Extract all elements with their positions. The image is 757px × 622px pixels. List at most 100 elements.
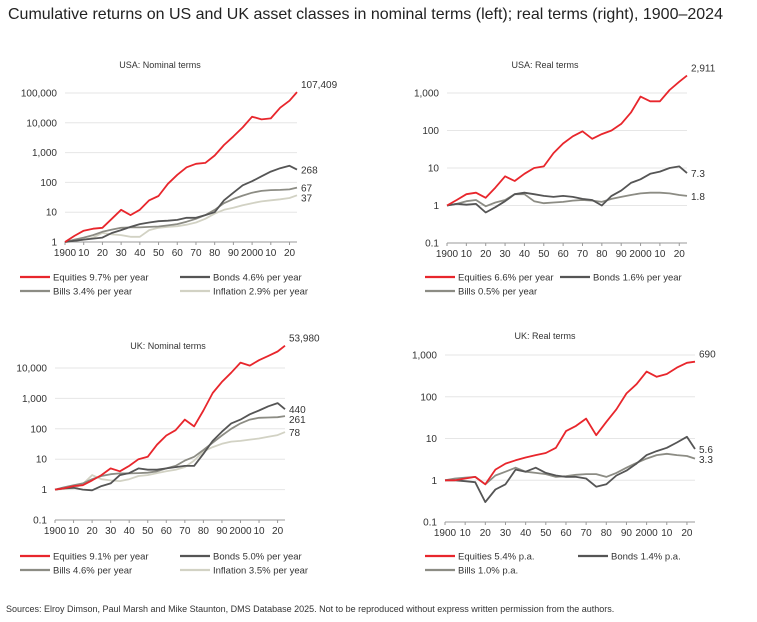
legend-item: Equities 5.4% p.a. <box>425 552 535 563</box>
legend-label: Bonds 5.0% per year <box>213 552 302 563</box>
legend-item: Equities 9.7% per year <box>20 273 149 284</box>
x-tick-label: 30 <box>116 248 128 259</box>
x-tick-label: 30 <box>500 528 512 539</box>
chart-title: UK: Nominal terms <box>130 341 206 351</box>
legend-label: Bonds 1.6% per year <box>593 273 682 284</box>
x-tick-label: 90 <box>228 248 240 259</box>
end-value-label: 78 <box>289 428 301 439</box>
y-tick-label: 0.1 <box>425 239 439 250</box>
legend-label: Equities 9.1% per year <box>53 552 149 563</box>
series-line-bonds <box>445 435 696 504</box>
legend-item: Bonds 4.6% per year <box>180 273 302 284</box>
end-value-label: 261 <box>289 415 306 426</box>
series-line-equities <box>445 360 696 486</box>
x-tick-label: 10 <box>661 528 673 539</box>
series-line-equities <box>446 74 688 207</box>
y-tick-label: 1 <box>51 238 57 249</box>
x-tick-label: 10 <box>78 248 90 259</box>
legend-item: Bills 0.5% per year <box>425 287 537 298</box>
x-tick-label: 20 <box>272 526 284 537</box>
series-line-inflation <box>64 194 298 243</box>
series-line-bonds <box>446 165 688 214</box>
x-tick-label: 50 <box>142 526 154 537</box>
end-value-label: 3.3 <box>699 455 713 466</box>
end-value-label: 690 <box>699 350 716 361</box>
x-tick-label: 20 <box>681 528 693 539</box>
x-tick-label: 50 <box>538 249 550 260</box>
y-tick-label: 10 <box>428 164 440 175</box>
end-value-label: 67 <box>301 184 313 195</box>
y-tick-label: 10,000 <box>16 364 47 375</box>
x-tick-label: 2000 <box>229 526 252 537</box>
y-tick-label: 1 <box>41 485 47 496</box>
legend-item: Bonds 1.6% per year <box>560 273 682 284</box>
y-tick-label: 100,000 <box>21 89 58 100</box>
y-tick-label: 0.1 <box>423 518 437 529</box>
series-line-bills <box>64 186 298 243</box>
x-tick-label: 60 <box>161 526 173 537</box>
legend-item: Bills 4.6% per year <box>20 566 132 577</box>
end-value-label: 53,980 <box>289 334 320 345</box>
series-line-bills <box>446 191 688 208</box>
y-tick-label: 100 <box>30 424 47 435</box>
chart-panel: USA: Nominal terms 1 10 100 1,000 10,000 100,0… <box>20 60 338 298</box>
x-tick-label: 10 <box>68 526 80 537</box>
x-tick-label: 60 <box>172 248 184 259</box>
series-line-equities <box>64 91 298 243</box>
x-tick-label: 1900 <box>436 249 459 260</box>
x-tick-label: 40 <box>519 249 531 260</box>
x-tick-label: 60 <box>558 249 570 260</box>
end-value-label: 1.8 <box>691 192 705 203</box>
chart-title: UK: Real terms <box>514 331 576 341</box>
y-tick-label: 1,000 <box>412 351 437 362</box>
x-tick-label: 90 <box>616 249 628 260</box>
legend-label: Inflation 3.5% per year <box>213 566 308 577</box>
figure-title: Cumulative returns on US and UK asset cl… <box>8 6 723 23</box>
x-tick-label: 70 <box>581 528 593 539</box>
source-note: Sources: Elroy Dimson, Paul Marsh and Mi… <box>6 604 615 614</box>
y-tick-label: 1,000 <box>414 89 439 100</box>
y-tick-label: 0.1 <box>33 516 47 527</box>
end-value-label: 5.6 <box>699 445 713 456</box>
end-value-label: 268 <box>301 166 318 177</box>
legend-label: Equities 9.7% per year <box>53 273 149 284</box>
x-tick-label: 40 <box>124 526 136 537</box>
legend-label: Bills 0.5% per year <box>458 287 537 298</box>
x-tick-label: 10 <box>265 248 277 259</box>
x-tick-label: 1900 <box>44 526 67 537</box>
legend-item: Inflation 3.5% per year <box>180 566 308 577</box>
x-tick-label: 90 <box>621 528 633 539</box>
series-line-bonds <box>64 164 298 243</box>
x-tick-label: 20 <box>480 249 492 260</box>
legend-label: Equities 5.4% p.a. <box>458 552 535 563</box>
end-value-label: 107,409 <box>301 80 338 91</box>
end-value-label: 2,911 <box>691 64 716 75</box>
x-tick-label: 20 <box>97 248 109 259</box>
x-tick-label: 30 <box>500 249 512 260</box>
x-tick-label: 80 <box>198 526 210 537</box>
y-tick-label: 100 <box>40 178 57 189</box>
chart-title: USA: Real terms <box>511 60 579 70</box>
legend-label: Bonds 1.4% p.a. <box>611 552 681 563</box>
x-tick-label: 80 <box>596 249 608 260</box>
x-tick-label: 70 <box>577 249 589 260</box>
x-tick-label: 30 <box>105 526 117 537</box>
legend-label: Bills 1.0% p.a. <box>458 566 518 577</box>
y-tick-label: 1 <box>433 201 439 212</box>
legend-label: Equities 6.6% per year <box>458 273 554 284</box>
legend-item: Bills 1.0% p.a. <box>425 566 518 577</box>
y-tick-label: 10 <box>46 208 58 219</box>
x-tick-label: 20 <box>674 249 686 260</box>
x-tick-label: 10 <box>461 249 473 260</box>
x-tick-label: 2000 <box>635 528 658 539</box>
legend-label: Bills 4.6% per year <box>53 566 132 577</box>
x-tick-label: 60 <box>560 528 572 539</box>
x-tick-label: 20 <box>284 248 296 259</box>
x-tick-label: 1900 <box>434 528 457 539</box>
x-tick-label: 40 <box>520 528 532 539</box>
legend-label: Inflation 2.9% per year <box>213 287 308 298</box>
x-tick-label: 70 <box>179 526 191 537</box>
